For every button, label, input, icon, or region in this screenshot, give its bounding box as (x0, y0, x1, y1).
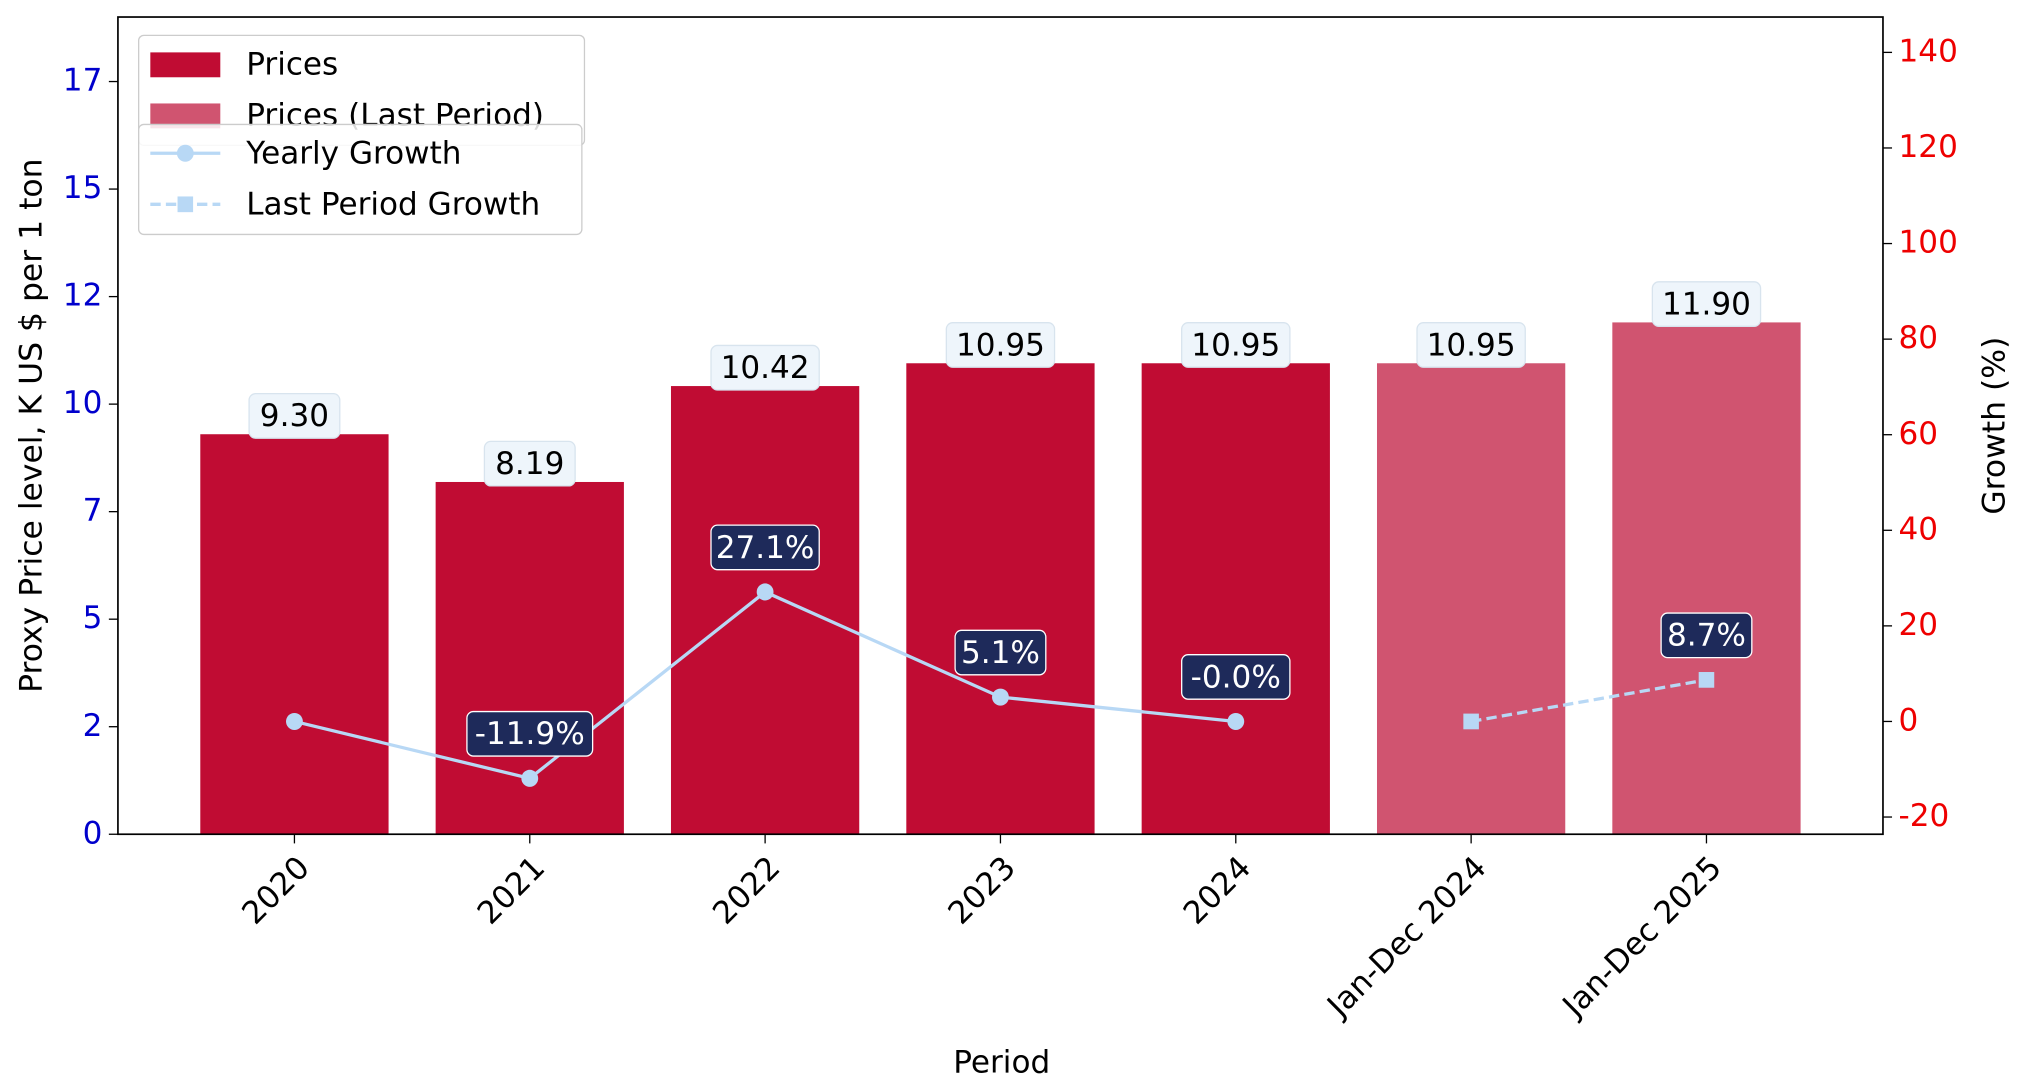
value-label: 10.95 (956, 327, 1045, 363)
y-axis-label: Proxy Price level, K US $ per 1 ton (13, 158, 49, 692)
y2-tick-label: 0 (1899, 702, 1919, 738)
bar (906, 363, 1095, 835)
marker (992, 688, 1009, 706)
y-tick-label: 12 (63, 277, 103, 313)
y2-tick-label: 140 (1899, 33, 1958, 69)
value-label-box (1181, 322, 1291, 368)
value-label-box (483, 440, 576, 487)
value-label: 27.1% (716, 530, 815, 566)
y2-tick-label: 20 (1899, 607, 1939, 643)
y-tick-label: 17 (63, 62, 103, 98)
marker (1463, 713, 1479, 730)
line (1470, 678, 1707, 724)
legend-swatch (150, 52, 221, 78)
y2-axis-label: Growth (%) (1977, 337, 2013, 515)
y-tick-label: 2 (83, 708, 103, 744)
marker (1698, 672, 1715, 688)
marker (1227, 712, 1245, 730)
value-label: 10.95 (1427, 327, 1516, 363)
value-label-box (945, 322, 1056, 368)
legend-box (138, 123, 583, 236)
y2-tick-label: 60 (1899, 416, 1939, 452)
x-axis-label: Period (953, 1044, 1050, 1080)
y2-tick-label: 120 (1899, 129, 1958, 165)
legend-label: Yearly Growth (245, 135, 461, 171)
value-label-box (1416, 322, 1526, 368)
value-label: 8.19 (495, 446, 564, 482)
value-label: 9.30 (260, 398, 329, 434)
marker (286, 712, 303, 730)
value-label-box (710, 524, 820, 571)
value-label: 10.42 (721, 350, 810, 386)
y2-tick-label: 100 (1899, 224, 1958, 260)
value-label: 8.7% (1667, 618, 1746, 654)
y-tick-label: 15 (63, 170, 103, 206)
value-label: 11.90 (1662, 286, 1751, 322)
y2-tick-label: 80 (1899, 320, 1939, 356)
y-tick-label: 7 (83, 493, 103, 529)
legend-label: Last Period Growth (246, 187, 540, 223)
bar (1612, 322, 1801, 835)
value-label-box (710, 344, 820, 391)
value-label-box (466, 710, 594, 757)
legend-marker (176, 144, 194, 162)
value-label: -0.0% (1191, 659, 1281, 695)
legend-marker (177, 196, 194, 213)
marker (756, 583, 774, 601)
y-tick-label: 0 (83, 815, 103, 851)
value-label-box (1181, 654, 1291, 700)
legend-label: Prices (246, 46, 338, 82)
bar (1376, 363, 1566, 835)
plot-frame (117, 16, 1884, 836)
y-tick-label: 5 (83, 600, 103, 636)
value-label-box (1660, 612, 1753, 659)
value-label-box (248, 392, 341, 439)
value-label: 10.95 (1191, 327, 1280, 363)
bar (670, 386, 860, 835)
value-label: -11.9% (475, 716, 585, 752)
value-label: 5.1% (961, 635, 1040, 671)
bar (1141, 363, 1330, 835)
y2-tick-label: -20 (1899, 798, 1950, 834)
value-label-box (954, 629, 1047, 676)
y2-tick-label: 40 (1899, 511, 1939, 547)
bar (200, 434, 389, 835)
y-tick-label: 10 (63, 385, 103, 421)
marker (521, 769, 539, 787)
value-label-box (1651, 281, 1762, 327)
